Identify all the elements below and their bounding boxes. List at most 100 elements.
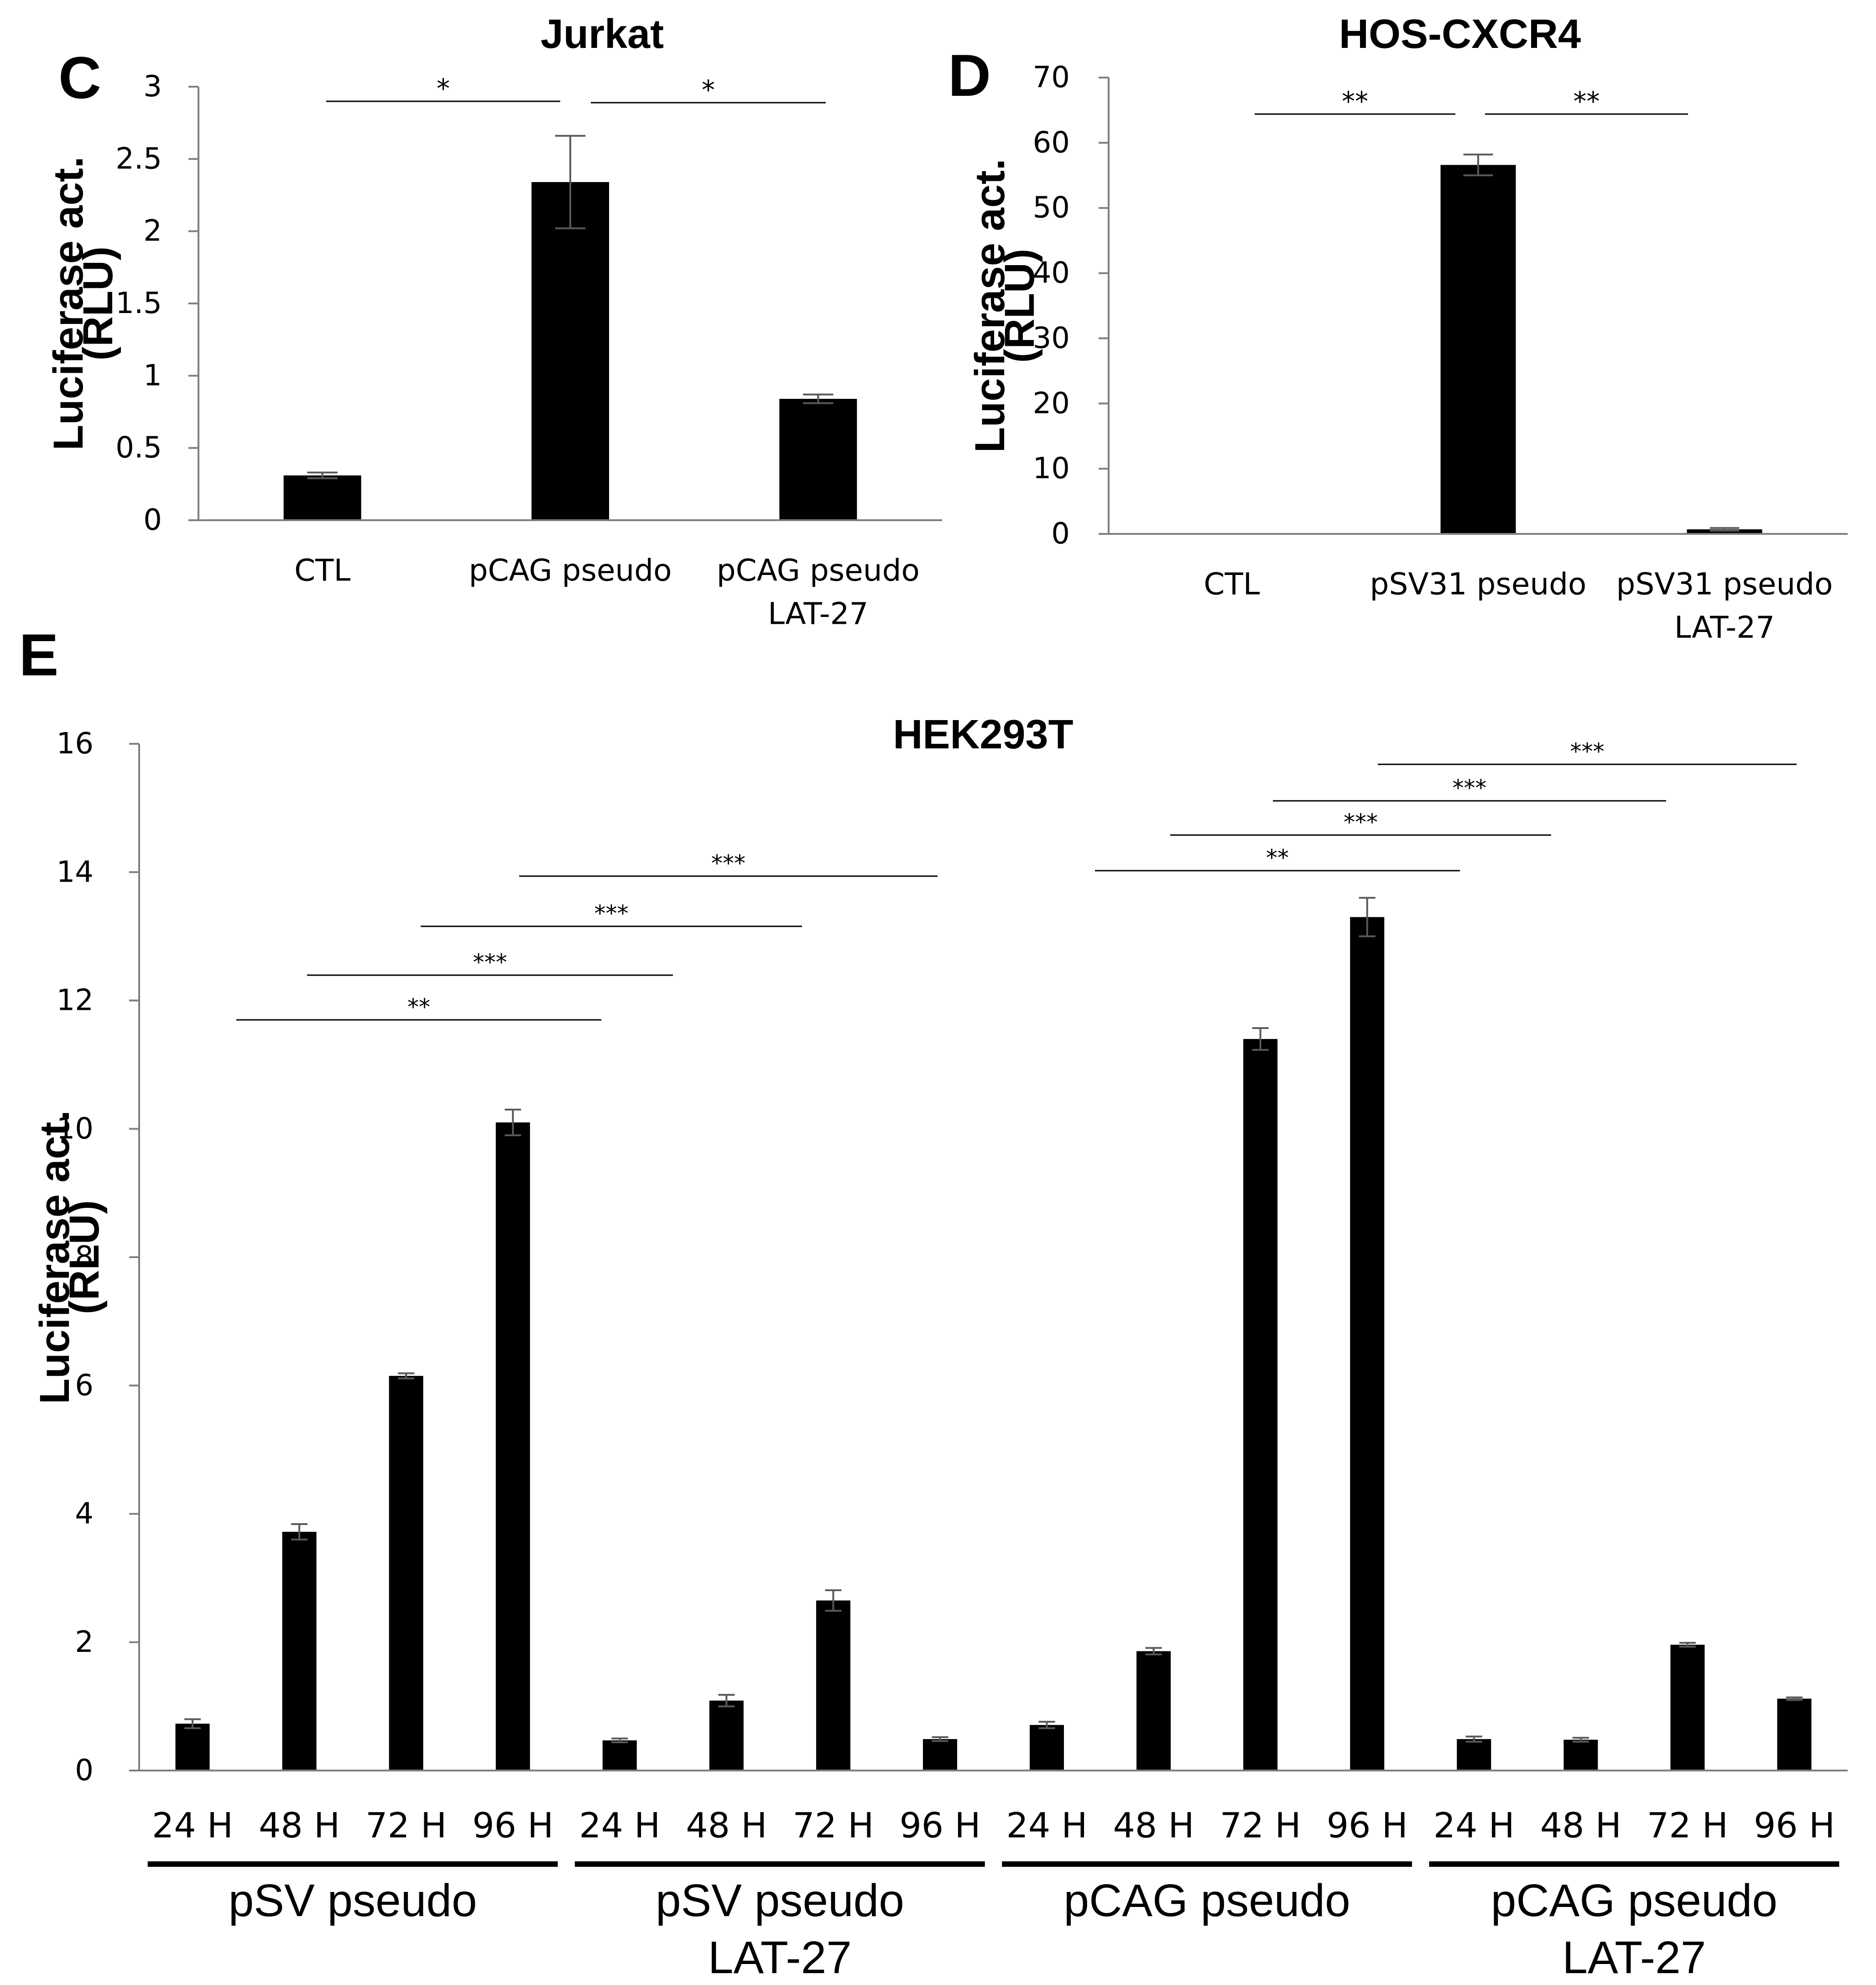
bar	[1030, 1725, 1064, 1771]
x-tick-label: 96 H	[472, 1805, 553, 1846]
bar	[1136, 1651, 1171, 1771]
chart-title: HEK293T	[893, 712, 1073, 757]
group-label: pSV pseudo	[229, 1875, 477, 1926]
group-label: LAT-27	[1562, 1932, 1706, 1983]
x-tick-label: 72 H	[365, 1805, 447, 1846]
y-tick-label: 12	[57, 984, 94, 1018]
significance-label: ***	[1453, 775, 1487, 801]
significance-label: ***	[594, 900, 629, 927]
bar	[602, 1740, 637, 1771]
chart-panel-d	[1099, 77, 1848, 535]
y-tick-label: 0	[143, 503, 162, 537]
bar	[816, 1600, 850, 1771]
x-tick-label: 48 H	[1113, 1805, 1194, 1846]
y-tick-label: 2	[75, 1625, 94, 1659]
y-tick-label: 4	[75, 1497, 94, 1531]
y-tick-label: 16	[57, 727, 94, 761]
bar	[922, 1739, 957, 1771]
bar	[1457, 1739, 1491, 1771]
y-tick-label: 2.5	[115, 142, 162, 176]
y-tick-label: 10	[57, 1112, 94, 1146]
y-tick-label: 30	[1033, 321, 1070, 355]
chart-panel-e	[129, 743, 1848, 1867]
significance-label: ***	[711, 850, 745, 877]
bar	[495, 1122, 530, 1771]
y-tick-label: 10	[1033, 452, 1070, 486]
y-tick-label: 70	[1033, 61, 1070, 94]
x-tick-label: 72 H	[792, 1805, 874, 1846]
x-tick-label: 48 H	[686, 1805, 767, 1846]
x-tick-label: pCAG pseudo	[717, 553, 920, 588]
x-tick-label: 24 H	[1433, 1805, 1515, 1846]
x-tick-label: LAT-27	[1674, 610, 1775, 645]
y-tick-label: 14	[57, 855, 94, 889]
y-tick-label: 3	[143, 70, 162, 104]
x-tick-label: CTL	[294, 553, 350, 588]
bar	[1687, 529, 1762, 534]
x-tick-label: 96 H	[1754, 1805, 1835, 1846]
x-tick-label: 48 H	[1540, 1805, 1621, 1846]
group-label: pCAG pseudo	[1491, 1875, 1777, 1926]
bar	[1243, 1039, 1278, 1771]
group-label: pCAG pseudo	[1064, 1875, 1350, 1926]
panel-letter: D	[948, 42, 991, 109]
x-tick-label: 72 H	[1220, 1805, 1301, 1846]
y-axis-label-unit: (RLU)	[996, 249, 1043, 363]
bar	[1777, 1698, 1812, 1771]
bar	[532, 182, 609, 520]
panel-letter: E	[19, 622, 59, 688]
y-tick-label: 40	[1033, 256, 1070, 290]
bar	[389, 1376, 423, 1771]
x-tick-label: CTL	[1204, 567, 1260, 602]
y-tick-label: 8	[75, 1240, 94, 1274]
bar	[709, 1700, 744, 1771]
significance-label: **	[407, 994, 430, 1020]
x-tick-label: 24 H	[1006, 1805, 1088, 1846]
bar	[1350, 917, 1385, 1771]
y-tick-label: 20	[1033, 387, 1070, 420]
y-axis-label: Luciferase act.	[31, 1110, 78, 1404]
bar	[283, 475, 361, 520]
chart-panel-c	[188, 86, 942, 521]
group-label: LAT-27	[708, 1932, 852, 1983]
y-tick-label: 0.5	[115, 431, 162, 465]
group-label: pSV pseudo	[656, 1875, 904, 1926]
significance-label: **	[1266, 845, 1289, 871]
x-tick-label: 96 H	[899, 1805, 980, 1846]
bar	[1563, 1739, 1598, 1771]
significance-label: ***	[1344, 809, 1378, 836]
chart-title: HOS-CXCR4	[1339, 11, 1581, 57]
y-axis-label: Luciferase act.	[45, 157, 92, 450]
bar	[282, 1531, 317, 1771]
x-tick-label: 96 H	[1327, 1805, 1408, 1846]
y-axis-label-unit: (RLU)	[61, 1200, 108, 1314]
significance-label: **	[1342, 86, 1368, 117]
chart-title: Jurkat	[541, 11, 664, 57]
y-tick-label: 2	[143, 214, 162, 248]
x-tick-label: 48 H	[259, 1805, 340, 1846]
x-tick-label: 24 H	[579, 1805, 660, 1846]
y-axis-label-unit: (RLU)	[75, 246, 121, 360]
y-tick-label: 60	[1033, 126, 1070, 160]
significance-label: *	[437, 73, 450, 104]
x-tick-label: 24 H	[152, 1805, 233, 1846]
y-tick-label: 6	[75, 1369, 94, 1402]
y-axis-label: Luciferase act.	[967, 159, 1013, 453]
significance-label: *	[702, 74, 715, 105]
x-tick-label: LAT-27	[768, 596, 868, 632]
y-tick-label: 50	[1033, 191, 1070, 225]
x-tick-label: pSV31 pseudo	[1616, 567, 1833, 602]
x-tick-label: 72 H	[1647, 1805, 1728, 1846]
y-tick-label: 1	[143, 359, 162, 392]
x-tick-label: pSV31 pseudo	[1370, 567, 1587, 602]
y-tick-label: 0	[75, 1754, 94, 1787]
bar	[175, 1724, 210, 1771]
significance-label: ***	[473, 949, 507, 976]
significance-label: **	[1574, 86, 1600, 117]
bar	[1670, 1645, 1705, 1771]
y-tick-label: 0	[1051, 517, 1070, 551]
panel-letter: C	[58, 44, 101, 111]
bar	[1440, 165, 1516, 534]
bar	[779, 399, 857, 520]
